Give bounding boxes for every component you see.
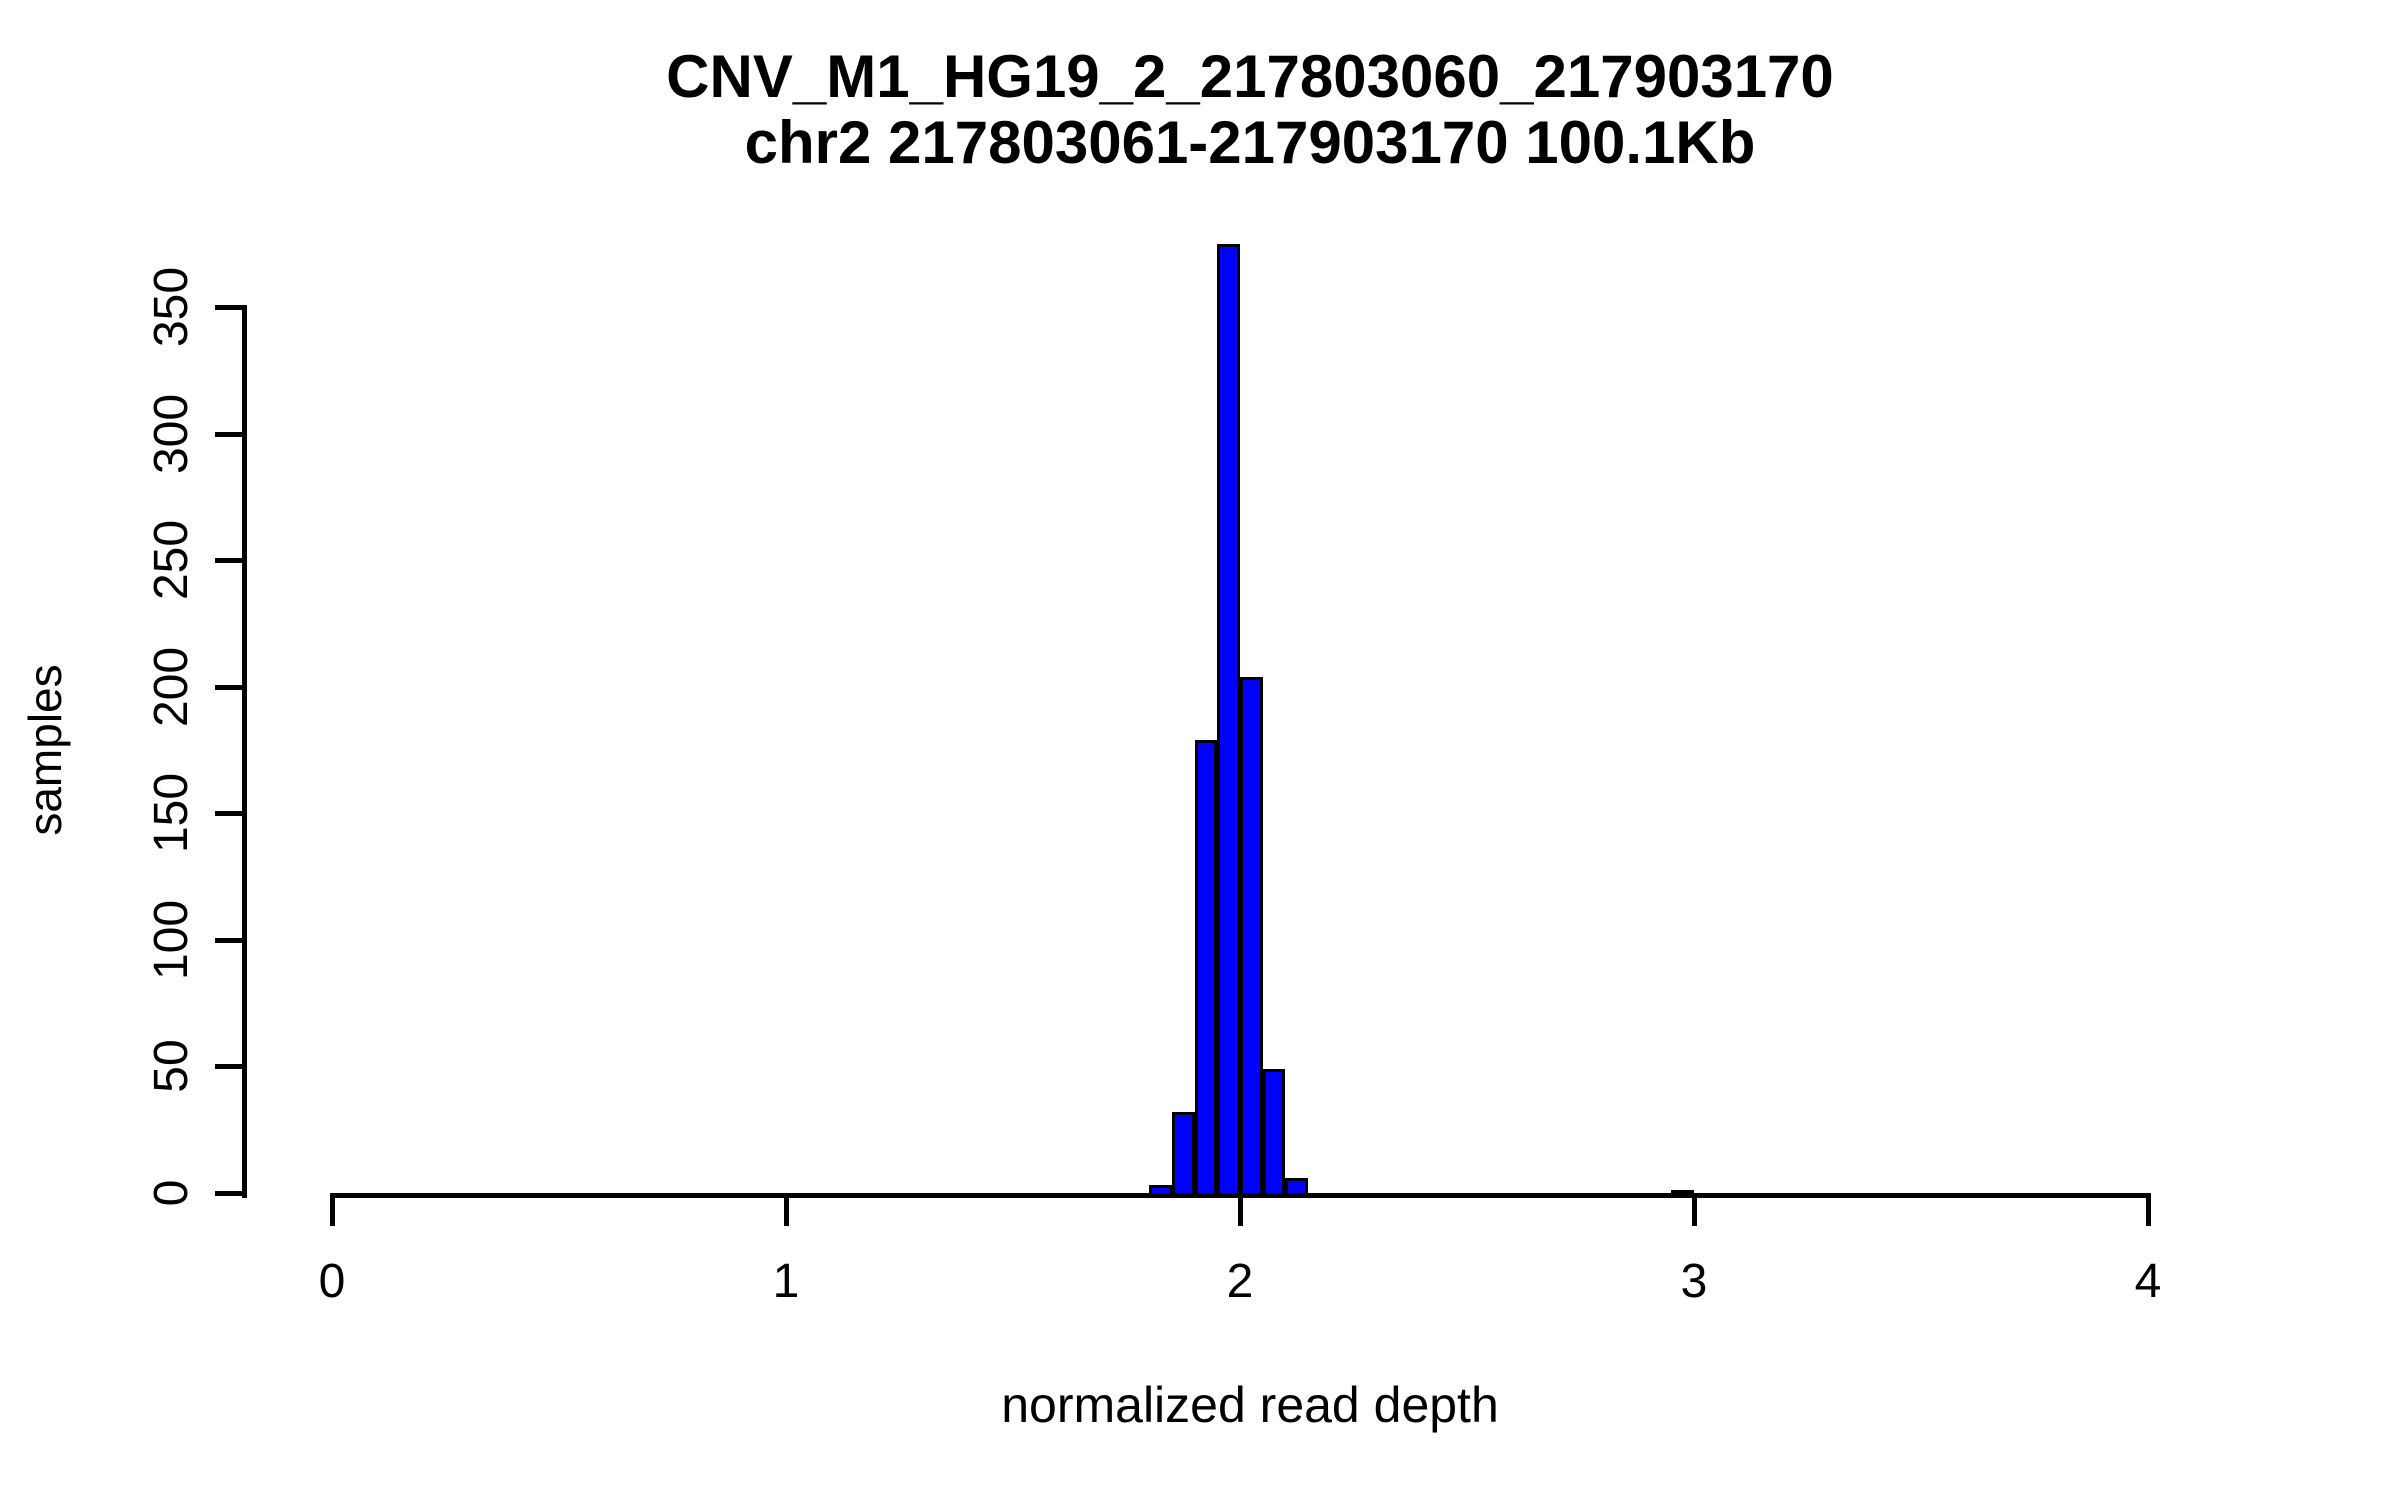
y-axis-tick	[215, 1191, 245, 1196]
y-axis-tick-label: 100	[145, 899, 198, 980]
histogram-bar	[1149, 1185, 1172, 1196]
chart-title-line2: chr2 217803061-217903170 100.1Kb	[744, 109, 1756, 176]
y-axis-tick-label: 350	[145, 266, 198, 348]
y-axis-tick	[215, 684, 245, 690]
y-axis-tick-label: 150	[145, 773, 198, 854]
histogram-bar	[1240, 676, 1263, 1196]
y-axis-tick	[215, 305, 245, 310]
y-axis-line	[242, 305, 247, 1198]
y-axis-tick-label: 300	[145, 393, 198, 474]
chart-title: CNV_M1_HG19_2_217803060_217903170 chr2 2…	[100, 44, 2400, 176]
x-axis-tick	[784, 1196, 789, 1226]
y-axis-tick	[215, 811, 245, 817]
y-axis-tick	[215, 1064, 245, 1070]
histogram-bar	[1671, 1190, 1694, 1197]
x-axis-tick-label: 0	[318, 1255, 346, 1308]
y-axis-tick	[215, 937, 245, 943]
x-axis-tick	[2146, 1196, 2151, 1226]
chart-title-line1: CNV_M1_HG19_2_217803060_217903170	[666, 43, 1834, 110]
x-axis-tick-label: 3	[1680, 1255, 1708, 1308]
x-axis-tick-label: 1	[772, 1255, 800, 1308]
y-axis-tick-label: 200	[145, 646, 198, 727]
y-axis-tick-label: 50	[145, 1039, 198, 1094]
histogram-bar	[1171, 1111, 1195, 1196]
y-axis-tick-label: 250	[145, 520, 198, 601]
x-axis-title: normalized read depth	[1001, 1377, 1499, 1433]
histogram-bar	[1285, 1177, 1309, 1196]
x-axis-tick	[330, 1196, 335, 1226]
y-axis-tick-label: 0	[145, 1179, 198, 1207]
x-axis-tick	[1238, 1196, 1243, 1226]
histogram-bar	[1194, 739, 1218, 1196]
x-axis-tick	[1692, 1196, 1697, 1226]
x-axis-tick-label: 4	[2134, 1255, 2162, 1308]
histogram-bar	[1262, 1068, 1286, 1196]
x-axis-tick-label: 2	[1226, 1255, 1254, 1308]
y-axis-tick	[215, 558, 245, 564]
histogram-bar	[1217, 243, 1240, 1196]
y-axis-tick	[215, 431, 245, 437]
